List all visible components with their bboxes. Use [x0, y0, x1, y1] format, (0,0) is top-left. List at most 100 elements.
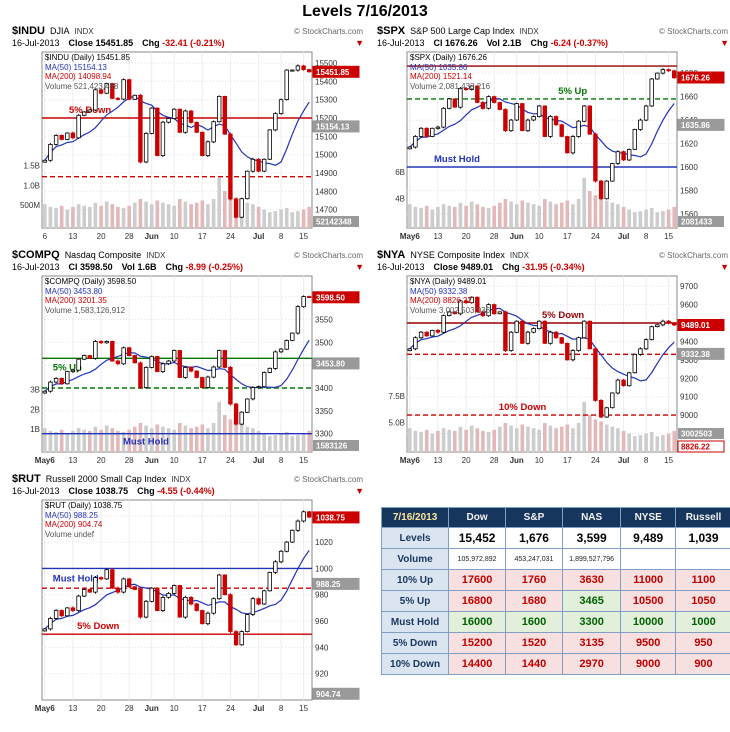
svg-text:15: 15 [299, 456, 308, 465]
svg-text:17: 17 [563, 232, 572, 241]
svg-text:6B: 6B [395, 168, 405, 177]
chart-stat: Close 9489.01 [433, 262, 494, 272]
table-cell: 3465 [561, 590, 622, 612]
table-cell [674, 548, 730, 570]
table-row-label: 5% Down [380, 632, 450, 654]
svg-text:Jul: Jul [253, 232, 265, 241]
svg-text:904.74: 904.74 [316, 690, 341, 699]
charts-grid: $INDU DJIA INDX © StockCharts.com 16-Jul-201… [0, 23, 730, 719]
svg-text:1B: 1B [30, 425, 40, 434]
svg-text:3453.80: 3453.80 [316, 359, 345, 368]
svg-text:3598.50: 3598.50 [316, 293, 345, 302]
levels-table: 7/16/2013 Dow S&P NAS NYSE Russell Levels 15,45… [380, 507, 730, 675]
down-arrow-icon: ▼ [355, 486, 364, 496]
table-header-row: 7/16/2013 Dow S&P NAS NYSE Russell [380, 507, 730, 528]
svg-text:Jul: Jul [618, 232, 630, 241]
chart-canvas: May6 13 20 28 Jun 10 17 24 Jul 8 15 1560 1580 1600 162… [395, 51, 725, 241]
table-row-label: Levels [380, 527, 450, 549]
svg-text:3550: 3550 [315, 315, 333, 324]
table-row: 10% Up 17600 1760 3630 11000 1100 [380, 569, 730, 591]
svg-text:1676.26: 1676.26 [681, 74, 710, 83]
svg-text:1635.86: 1635.86 [681, 121, 710, 130]
table-cell: 1000 [674, 611, 730, 633]
svg-text:9300: 9300 [680, 356, 698, 365]
table-cell: 10500 [620, 590, 676, 612]
chart-header: $COMPQ Nasdaq Composite INDX © StockCharts.… [12, 249, 367, 261]
svg-text:15200: 15200 [315, 114, 338, 123]
svg-text:980: 980 [315, 591, 329, 600]
svg-text:8: 8 [279, 704, 284, 713]
stockcharts-credit: © StockCharts.com [293, 27, 363, 36]
chart-info: 16-Jul-2013 Close 9489.01 Chg -31.95 (-0.3… [377, 262, 730, 272]
svg-text:15: 15 [299, 704, 308, 713]
table-cell: 16800 [448, 590, 507, 612]
table-row-levels: Levels 15,452 1,676 3,599 9,489 1,039 [380, 527, 730, 549]
down-arrow-icon: ▼ [720, 38, 729, 48]
table-cell: 900 [674, 653, 730, 675]
chart-index-tag: INDX [74, 27, 94, 36]
svg-text:1620: 1620 [680, 140, 698, 149]
svg-text:28: 28 [490, 456, 499, 465]
svg-text:10: 10 [535, 456, 544, 465]
svg-text:5% Down: 5% Down [77, 621, 119, 632]
svg-text:May6: May6 [35, 704, 56, 713]
svg-text:14900: 14900 [315, 169, 338, 178]
table-header-cell: S&P [505, 507, 563, 528]
svg-text:8826.22: 8826.22 [681, 443, 710, 452]
page-title: Levels 7/16/2013 [302, 3, 428, 20]
svg-text:28: 28 [490, 232, 499, 241]
chart-stat: Cl 3598.50 [68, 262, 113, 272]
table-cell: 3,599 [561, 527, 622, 549]
table-cell: 9,489 [620, 527, 676, 549]
table-cell: 1,676 [505, 527, 563, 549]
svg-text:17: 17 [198, 704, 207, 713]
svg-text:May6: May6 [400, 232, 421, 241]
table-cell: 17600 [448, 569, 507, 591]
svg-text:13: 13 [68, 704, 77, 713]
svg-text:3400: 3400 [315, 384, 333, 393]
svg-text:15300: 15300 [315, 96, 338, 105]
table-row-label: 5% Up [380, 590, 450, 612]
chart-index-tag: INDX [146, 251, 166, 260]
chart-date: 16-Jul-2013 [377, 262, 425, 272]
chart-ticker: $COMPQ [12, 249, 60, 261]
svg-text:20: 20 [462, 232, 471, 241]
table-cell: 9000 [620, 653, 676, 675]
chart-date: 16-Jul-2013 [12, 262, 60, 272]
down-arrow-icon: ▼ [355, 262, 364, 272]
svg-text:15: 15 [664, 232, 673, 241]
down-arrow-icon: ▼ [355, 38, 364, 48]
svg-text:1580: 1580 [680, 187, 698, 196]
svg-text:9332.38: 9332.38 [681, 350, 710, 359]
svg-text:2B: 2B [30, 405, 40, 414]
chart-canvas: 6 13 20 28 Jun 10 17 24 Jul 8 15 14700 14800 14900 150… [20, 51, 360, 241]
svg-text:Jun: Jun [145, 704, 159, 713]
svg-text:3350: 3350 [315, 407, 333, 416]
table-cell: 3630 [561, 569, 622, 591]
svg-text:13: 13 [68, 456, 77, 465]
chart-stat: Chg -31.95 (-0.34%) [502, 262, 585, 272]
chart-stat: Close 1038.75 [68, 486, 129, 496]
stockcharts-credit: © StockCharts.com [658, 251, 728, 260]
svg-text:10% Down: 10% Down [499, 402, 547, 413]
svg-text:28: 28 [125, 456, 134, 465]
chart-name: NYSE Composite Index [410, 250, 505, 260]
chart-info: 16-Jul-2013 Cl 3598.50 Vol 1.6B Chg -8.99 (… [12, 262, 367, 272]
table-cell: 1100 [674, 569, 730, 591]
svg-text:5% Up: 5% Up [53, 362, 82, 373]
table-cell: 1050 [674, 590, 730, 612]
svg-text:15400: 15400 [315, 77, 338, 86]
table-cell: 2970 [561, 653, 622, 675]
table-cell: 950 [674, 632, 730, 654]
stockcharts-credit: © StockCharts.com [293, 475, 363, 484]
svg-text:9700: 9700 [680, 282, 698, 291]
chart-stat: Close 15451.85 [68, 38, 134, 48]
svg-text:8: 8 [279, 232, 284, 241]
table-row-label: 10% Down [380, 653, 450, 675]
chart-date: 16-Jul-2013 [377, 38, 425, 48]
svg-text:24: 24 [226, 704, 235, 713]
chart-ticker: $NYA [377, 249, 406, 261]
chart-name: Russell 2000 Small Cap Index [45, 474, 167, 484]
table-row-label: 10% Up [380, 569, 450, 591]
